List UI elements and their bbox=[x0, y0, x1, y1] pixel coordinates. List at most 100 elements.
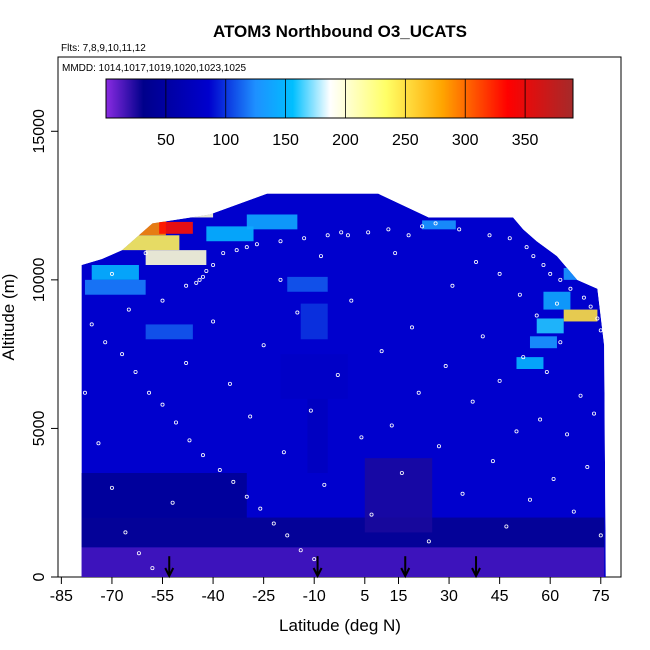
sample-point bbox=[595, 316, 600, 321]
x-tick-label: -85 bbox=[50, 588, 73, 605]
sample-point bbox=[96, 441, 101, 446]
x-tick-label: 75 bbox=[592, 588, 610, 605]
sample-point bbox=[436, 444, 441, 449]
sample-point bbox=[312, 557, 317, 562]
sample-point bbox=[173, 420, 178, 425]
heatmap-cell bbox=[536, 318, 564, 334]
heatmap-cell bbox=[246, 214, 298, 230]
sample-point bbox=[389, 423, 394, 428]
colorbar-tick-label: 50 bbox=[157, 132, 175, 149]
sample-point bbox=[254, 242, 259, 247]
sample-point bbox=[318, 254, 323, 259]
sample-point bbox=[521, 355, 526, 360]
sample-point bbox=[379, 349, 384, 354]
sample-point bbox=[234, 248, 239, 253]
x-tick-label: 60 bbox=[541, 588, 559, 605]
colorbar-tick-label: 100 bbox=[212, 132, 239, 149]
sample-point bbox=[349, 298, 354, 303]
sample-point bbox=[531, 254, 536, 259]
heatmap-cell bbox=[300, 303, 328, 340]
x-axis: -85 -70 -55 -40 -25 -10 5 15 30 45 60 75 bbox=[50, 577, 610, 605]
sample-point bbox=[369, 512, 374, 517]
heatmap-cell bbox=[81, 473, 247, 518]
heatmap-cell bbox=[422, 220, 456, 230]
sample-point bbox=[558, 340, 563, 345]
y-axis: 0 5000 10000 15000 bbox=[31, 109, 58, 581]
sample-point bbox=[420, 224, 425, 229]
sample-point bbox=[204, 268, 209, 273]
y-tick-label: 15000 bbox=[31, 109, 48, 154]
flight-arrows bbox=[164, 556, 481, 579]
sample-point bbox=[426, 539, 431, 544]
heatmap-cell bbox=[516, 357, 544, 369]
ozone-heatmap bbox=[81, 193, 606, 577]
sample-point bbox=[82, 390, 87, 395]
heatmap-cell bbox=[81, 547, 605, 577]
flight-arrow bbox=[164, 556, 175, 579]
heatmap-cell bbox=[159, 221, 193, 234]
x-tick-label: 45 bbox=[491, 588, 509, 605]
sample-point bbox=[366, 230, 371, 235]
sample-point bbox=[585, 465, 590, 470]
sample-point bbox=[335, 372, 340, 377]
y-tick-label: 0 bbox=[31, 572, 48, 581]
x-tick-label: 5 bbox=[360, 588, 369, 605]
sample-point bbox=[194, 280, 199, 285]
sample-points bbox=[82, 221, 603, 571]
colorbar-gradient bbox=[105, 78, 574, 119]
heatmap-cell bbox=[84, 279, 146, 295]
sample-point bbox=[504, 524, 509, 529]
sample-point bbox=[200, 274, 205, 279]
x-tick-label: -40 bbox=[202, 588, 225, 605]
sample-point bbox=[184, 361, 189, 366]
sample-point bbox=[120, 352, 125, 357]
sample-point bbox=[126, 307, 131, 312]
sample-point bbox=[433, 221, 438, 226]
x-tick-label: 15 bbox=[390, 588, 408, 605]
sample-point bbox=[150, 566, 155, 571]
sample-point bbox=[460, 491, 465, 496]
sample-point bbox=[558, 277, 563, 282]
sample-point bbox=[278, 239, 283, 244]
sample-point bbox=[325, 233, 330, 238]
flights-note: Flts: 7,8,9,10,11,12 bbox=[61, 43, 146, 54]
sample-point bbox=[406, 233, 411, 238]
x-tick-label: 30 bbox=[440, 588, 458, 605]
dates-note: MMDD: 1014,1017,1019,1020,1023,1025 bbox=[62, 63, 246, 74]
heatmap-cell bbox=[145, 324, 193, 340]
sample-point bbox=[507, 236, 512, 241]
sample-point bbox=[258, 506, 263, 511]
x-tick-label: -10 bbox=[303, 588, 326, 605]
sample-point bbox=[524, 245, 529, 250]
sample-point bbox=[598, 328, 603, 333]
sample-point bbox=[322, 482, 327, 487]
sample-point bbox=[308, 408, 313, 413]
y-tick-label: 5000 bbox=[31, 411, 48, 447]
sample-point bbox=[143, 251, 148, 256]
sample-point bbox=[103, 340, 108, 345]
sample-point bbox=[278, 277, 283, 282]
colorbar-tick-label: 150 bbox=[272, 132, 299, 149]
sample-point bbox=[487, 233, 492, 238]
sample-point bbox=[339, 230, 344, 235]
sample-point bbox=[211, 262, 216, 267]
colorbar-tick-label: 250 bbox=[392, 132, 419, 149]
sample-point bbox=[197, 277, 202, 282]
sample-point bbox=[457, 227, 462, 232]
sample-point bbox=[514, 429, 519, 434]
flight-arrow bbox=[471, 556, 481, 579]
sample-point bbox=[490, 459, 495, 464]
sample-point bbox=[261, 343, 266, 348]
sample-point bbox=[470, 399, 475, 404]
x-axis-label: Latitude (deg N) bbox=[279, 616, 401, 635]
sample-point bbox=[281, 450, 286, 455]
sample-point bbox=[123, 530, 128, 535]
heatmap-cell bbox=[563, 309, 598, 322]
sample-point bbox=[160, 298, 165, 303]
colorbar-tick-label: 300 bbox=[452, 132, 479, 149]
sample-point bbox=[497, 271, 502, 276]
heatmap-cell bbox=[543, 291, 571, 310]
sample-point bbox=[295, 310, 300, 315]
sample-point bbox=[409, 325, 414, 330]
